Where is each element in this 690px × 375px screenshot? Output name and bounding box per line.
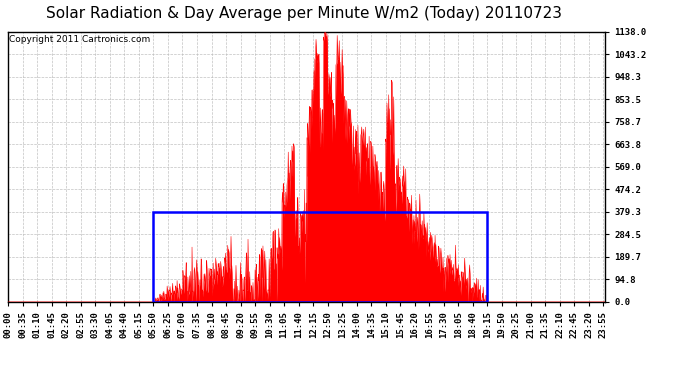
Text: Copyright 2011 Cartronics.com: Copyright 2011 Cartronics.com	[9, 35, 150, 44]
Text: Solar Radiation & Day Average per Minute W/m2 (Today) 20110723: Solar Radiation & Day Average per Minute…	[46, 6, 562, 21]
Bar	[153, 212, 487, 302]
